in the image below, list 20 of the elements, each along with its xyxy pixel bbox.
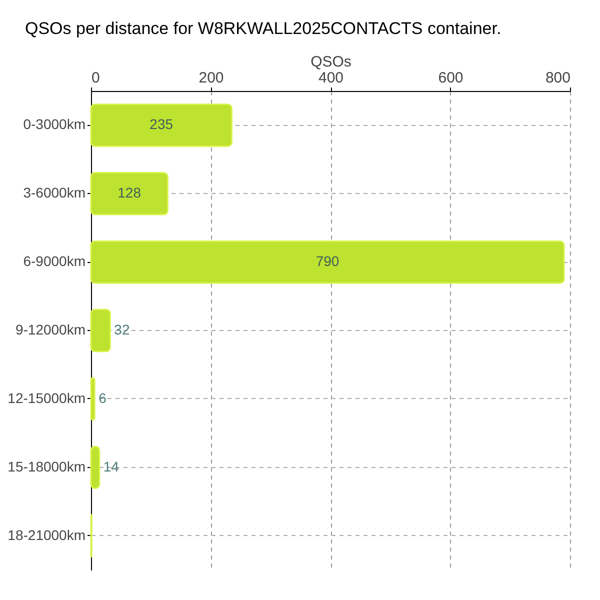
y-tick-label: 9-12000km [15,322,86,338]
y-tick-label: 3-6000km [23,184,86,201]
data-label: 14 [103,458,120,474]
chart-title: QSOs per distance for W8RKWALL2025CONTACTS container. [25,19,502,38]
x-tick-label: 800 [545,70,570,86]
x-axis-title: QSOs [310,54,352,70]
data-label: 6 [98,390,107,406]
y-tick-label: 0-3000km [23,116,86,132]
x-tick-label: 200 [198,70,224,86]
y-tick-label: 18-21000km [8,526,86,543]
data-label: 235 [150,116,174,132]
y-tick-label: 12-15000km [8,390,86,406]
x-tick-label: 600 [438,70,464,86]
x-tick-label: 0 [92,70,100,86]
data-label: 32 [114,322,130,338]
x-tick-label: 400 [318,70,344,86]
y-tick-label: 15-18000km [8,458,86,474]
data-label: 790 [316,253,340,270]
y-tick-label: 6-9000km [23,253,86,270]
data-label: 128 [118,184,142,201]
